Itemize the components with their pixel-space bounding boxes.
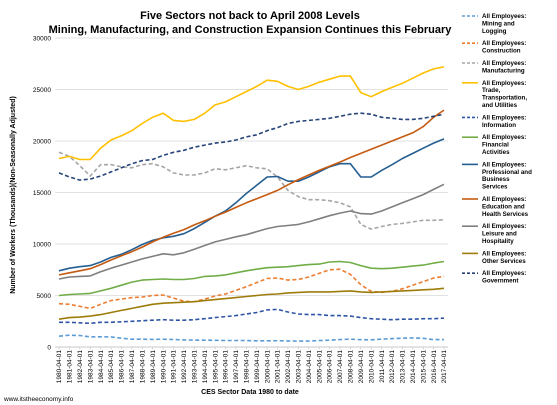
x-tick-label: 2012-04-01 [389, 350, 396, 384]
legend-entry-text: Professional and [482, 169, 532, 176]
series-line [58, 138, 445, 272]
series-line [58, 151, 445, 230]
y-tick-label: 0 [47, 344, 51, 351]
x-tick-label: 1997-04-01 [233, 350, 240, 384]
legend-entry-text: Other Services [482, 258, 526, 265]
x-tick-label: 1998-04-01 [243, 350, 250, 384]
x-tick-label: 2014-04-01 [410, 350, 417, 384]
y-tick-label: 20000 [33, 138, 51, 145]
series-line [58, 112, 445, 181]
x-tick-label: 1999-04-01 [254, 350, 261, 384]
legend-entry-text: Health Services [482, 211, 529, 218]
x-tick-label: 1982-04-01 [77, 350, 84, 384]
series-group [58, 66, 445, 342]
series-line [58, 109, 445, 276]
legend-entry-text: Transportation, [482, 95, 527, 102]
chart-title-line-2: Mining, Manufacturing, and Construction … [49, 24, 453, 36]
legend-entry-text: Financial [482, 142, 509, 149]
legend-entry-text: Government [482, 278, 518, 285]
x-tick-label: 2003-04-01 [296, 350, 303, 384]
legend-entry-text: Manufacturing [482, 67, 525, 74]
x-tick-label: 1990-04-01 [160, 350, 167, 384]
series-line [58, 183, 445, 280]
x-tick-label: 2000-04-01 [264, 350, 271, 384]
x-tick-label: 1996-04-01 [223, 350, 230, 384]
x-tick-label: 2008-04-01 [348, 350, 355, 384]
y-axis-label: Number of Workers (Thousands)(Non-Season… [10, 96, 17, 294]
x-tick-label: 2016-04-01 [431, 350, 438, 384]
x-tick-label: 2015-04-01 [420, 350, 427, 384]
chart-title-line-1: Five Sectors not back to April 2008 Leve… [140, 10, 360, 22]
credit-text: www.itstheeconomy.info [3, 396, 74, 403]
series-line [58, 287, 445, 320]
legend-entry-text: Logging [482, 28, 507, 35]
series-line [58, 66, 445, 161]
y-tick-label: 15000 [33, 190, 51, 197]
x-tick-label: 2009-04-01 [358, 350, 365, 384]
x-tick-label: 2006-04-01 [327, 350, 334, 384]
legend-entry-text: All Employees: [482, 161, 526, 168]
x-tick-label: 1985-04-01 [108, 350, 115, 384]
y-tick-label: 25000 [33, 87, 51, 94]
legend-entry-text: and Utilities [482, 102, 518, 109]
legend-entry-text: All Employees: [482, 13, 526, 20]
x-tick-label: 1994-04-01 [202, 350, 209, 384]
x-tick-label: 2001-04-01 [275, 350, 282, 384]
x-axis-label: CES Sector Data 1980 to date [201, 389, 299, 396]
x-tick-label: 2010-04-01 [368, 350, 375, 384]
legend-entry-text: All Employees: [482, 60, 526, 67]
x-tick-label: 2005-04-01 [316, 350, 323, 384]
x-tick-label: 2013-04-01 [400, 350, 407, 384]
legend-entry-text: All Employees: [482, 223, 526, 230]
legend-entry-text: All Employees: [482, 80, 526, 87]
x-tick-label: 2002-04-01 [285, 350, 292, 384]
x-tick-label: 1980-04-01 [56, 350, 63, 384]
x-tick-label: 2011-04-01 [379, 350, 386, 383]
legend-entry-text: All Employees: [482, 40, 526, 47]
legend-entry-text: Mining and [482, 20, 515, 27]
x-tick-label: 1984-04-01 [98, 350, 105, 384]
y-tick-label: 5000 [37, 293, 52, 300]
legend-entry-text: Hospitality [482, 238, 514, 245]
x-tick-label: 1992-04-01 [181, 350, 188, 384]
x-tick-label: 2017-04-01 [441, 350, 448, 384]
legend-entry-text: All Employees: [482, 196, 526, 203]
legend-entry-text: Activities [482, 149, 510, 156]
x-tick-label: 1983-04-01 [87, 350, 94, 384]
x-tick-label: 1995-04-01 [212, 350, 219, 384]
legend-entry-text: All Employees: [482, 250, 526, 257]
legend-entry-text: Construction [482, 48, 521, 55]
legend-entry-text: Services [482, 184, 508, 191]
y-tick-label: 10000 [33, 241, 51, 248]
y-axis-ticks: 0 5000 10000 15000 20000 25000 30000 [33, 35, 51, 351]
y-tick-label: 30000 [33, 35, 51, 42]
x-tick-label: 2007-04-01 [337, 350, 344, 384]
legend-entry-text: Information [482, 122, 516, 129]
x-tick-label: 1988-04-01 [139, 350, 146, 384]
legend-entry-text: All Employees: [482, 134, 526, 141]
x-axis-ticks: 1980-04-01 1981-04-01 1982-04-01 1983-04-01… [56, 347, 448, 383]
legend-entry-text: All Employees: [482, 270, 526, 277]
legend-entry-text: Education and [482, 203, 525, 210]
series-line [58, 268, 445, 310]
legend-entry-text: Trade, [482, 87, 501, 94]
x-tick-label: 1981-04-01 [67, 350, 74, 384]
legend-entry-text: Leisure and [482, 231, 517, 238]
x-tick-label: 2004-04-01 [306, 350, 313, 384]
x-tick-label: 1987-04-01 [129, 350, 136, 384]
x-tick-label: 1989-04-01 [150, 350, 157, 384]
legend-entry-text: All Employees: [482, 114, 526, 121]
x-tick-label: 1993-04-01 [191, 350, 198, 384]
x-tick-label: 1986-04-01 [119, 350, 126, 384]
x-tick-label: 1991-04-01 [171, 350, 178, 384]
series-line [58, 260, 445, 297]
series-line [58, 334, 444, 342]
legend-entry-text: Business [482, 176, 510, 183]
